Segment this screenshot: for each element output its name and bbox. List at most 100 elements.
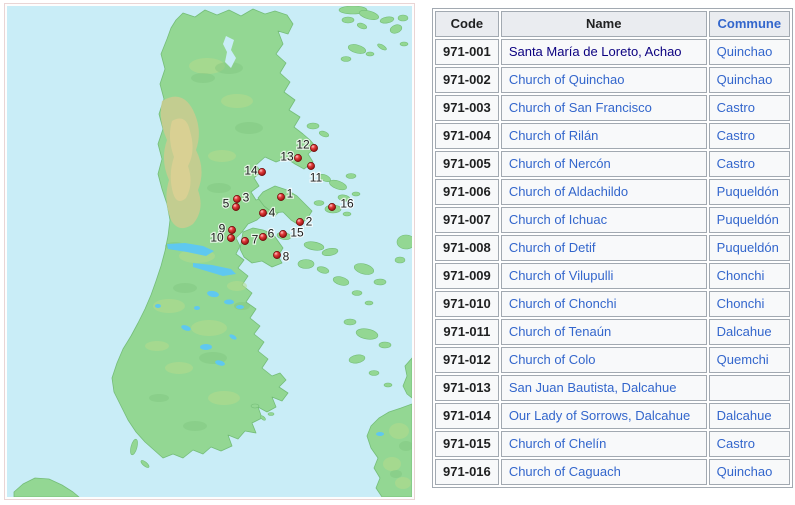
commune-link[interactable]: Castro	[716, 100, 755, 115]
code-cell: 971-014	[435, 403, 499, 429]
col-header-code: Code	[435, 11, 499, 37]
commune-header-link[interactable]: Commune	[717, 16, 782, 31]
code-cell: 971-008	[435, 235, 499, 261]
commune-link[interactable]: Chonchi	[716, 296, 765, 311]
marker-dot-3	[233, 195, 241, 203]
marker-label-6: 6	[268, 227, 275, 241]
table-row: 971-007 Church of Ichuac Puqueldón	[435, 207, 790, 233]
church-link[interactable]: Church of Nercón	[508, 156, 611, 171]
commune-cell: Castro	[708, 123, 790, 149]
commune-link[interactable]: Quemchi	[716, 352, 769, 367]
code-cell: 971-004	[435, 123, 499, 149]
church-link[interactable]: Our Lady of Sorrows, Dalcahue	[508, 408, 691, 423]
commune-cell: Chonchi	[708, 263, 790, 289]
table-header-row: Code Name Commune	[435, 11, 790, 37]
marker-dot-8	[273, 251, 281, 259]
name-cell: Church of Ichuac	[500, 207, 707, 233]
map-marker-15: 15	[279, 224, 305, 241]
map-marker-10: 10	[209, 229, 235, 246]
code-cell: 971-010	[435, 291, 499, 317]
table-row: 971-008 Church of Detif Puqueldón	[435, 235, 790, 261]
marker-dot-6	[259, 233, 267, 241]
marker-dot-5	[232, 203, 240, 211]
code-cell: 971-015	[435, 431, 499, 457]
name-cell: Church of Quinchao	[500, 67, 707, 93]
church-link[interactable]: Church of Aldachildo	[508, 184, 629, 199]
name-cell: San Juan Bautista, Dalcahue	[500, 375, 707, 401]
church-link[interactable]: Church of Vilupulli	[508, 268, 614, 283]
code-cell: 971-003	[435, 95, 499, 121]
commune-link[interactable]: Quinchao	[716, 464, 773, 479]
marker-label-12: 12	[296, 138, 310, 152]
church-link[interactable]: Church of Tenaún	[508, 324, 612, 339]
marker-label-8: 8	[283, 250, 290, 264]
commune-link[interactable]: Dalcahue	[716, 324, 772, 339]
commune-link[interactable]: Quinchao	[716, 72, 773, 87]
table-row: 971-011 Church of Tenaún Dalcahue	[435, 319, 790, 345]
church-link[interactable]: Church of Rilán	[508, 128, 599, 143]
church-link[interactable]: Church of Ichuac	[508, 212, 608, 227]
church-link[interactable]: Church of Detif	[508, 240, 596, 255]
map-marker-7: 7	[241, 231, 260, 248]
commune-cell: Quinchao	[708, 39, 790, 65]
marker-label-2: 2	[306, 215, 313, 229]
commune-link[interactable]: Quinchao	[716, 44, 773, 59]
map-lakes	[155, 36, 384, 436]
commune-link[interactable]: Puqueldón	[716, 212, 779, 227]
name-cell: Church of Detif	[500, 235, 707, 261]
code-cell: 971-013	[435, 375, 499, 401]
church-link[interactable]: Church of Chelín	[508, 436, 607, 451]
code-cell: 971-002	[435, 67, 499, 93]
marker-dot-7	[241, 237, 249, 245]
marker-label-5: 5	[223, 197, 230, 211]
map-marker-9: 9	[217, 220, 236, 237]
table-row: 971-009 Church of Vilupulli Chonchi	[435, 263, 790, 289]
commune-link[interactable]: Puqueldón	[716, 184, 779, 199]
commune-cell: Dalcahue	[708, 319, 790, 345]
marker-label-11: 11	[310, 171, 323, 185]
marker-dot-13	[294, 154, 302, 162]
commune-cell: Quemchi	[708, 347, 790, 373]
church-link[interactable]: Santa María de Loreto, Achao	[508, 44, 682, 59]
table-row: 971-002 Church of Quinchao Quinchao	[435, 67, 790, 93]
name-cell: Church of Aldachildo	[500, 179, 707, 205]
church-link[interactable]: Church of Colo	[508, 352, 596, 367]
commune-link[interactable]: Puqueldón	[716, 240, 779, 255]
church-link[interactable]: Church of Quinchao	[508, 72, 625, 87]
commune-cell	[708, 375, 790, 401]
map-marker-16: 16	[328, 195, 355, 212]
code-cell: 971-009	[435, 263, 499, 289]
commune-cell: Quinchao	[708, 459, 790, 485]
marker-label-4: 4	[269, 206, 276, 220]
chiloe-map-image[interactable]: 1 2 3 4 5 6 7 8 9 10 11 12 13 14 15 16	[4, 3, 415, 500]
col-header-commune: Commune	[708, 11, 790, 37]
marker-label-10: 10	[210, 231, 224, 245]
church-link[interactable]: Church of Caguach	[508, 464, 621, 479]
church-link[interactable]: Church of San Francisco	[508, 100, 652, 115]
table-row: 971-005 Church of Nercón Castro	[435, 151, 790, 177]
marker-label-15: 15	[290, 226, 304, 240]
map-marker-5: 5	[221, 195, 240, 212]
commune-link[interactable]: Dalcahue	[716, 408, 772, 423]
code-cell: 971-011	[435, 319, 499, 345]
marker-label-14: 14	[244, 164, 258, 178]
name-cell: Church of San Francisco	[500, 95, 707, 121]
code-cell: 971-016	[435, 459, 499, 485]
commune-link[interactable]: Castro	[716, 128, 755, 143]
commune-cell: Dalcahue	[708, 403, 790, 429]
name-cell: Church of Tenaún	[500, 319, 707, 345]
marker-label-7: 7	[252, 233, 259, 247]
commune-cell: Puqueldón	[708, 179, 790, 205]
table-row: 971-010 Church of Chonchi Chonchi	[435, 291, 790, 317]
commune-link[interactable]: Castro	[716, 156, 755, 171]
commune-link[interactable]: Chonchi	[716, 268, 765, 283]
church-link[interactable]: Church of Chonchi	[508, 296, 617, 311]
map-marker-6: 6	[259, 225, 276, 242]
code-cell: 971-005	[435, 151, 499, 177]
name-cell: Church of Rilán	[500, 123, 707, 149]
church-link[interactable]: San Juan Bautista, Dalcahue	[508, 380, 677, 395]
commune-link[interactable]: Castro	[716, 436, 755, 451]
table-row: 971-014 Our Lady of Sorrows, Dalcahue Dalc…	[435, 403, 790, 429]
